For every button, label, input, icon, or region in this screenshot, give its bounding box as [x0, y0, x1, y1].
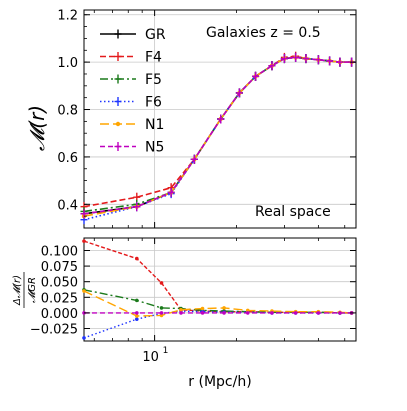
- bottom-y-axis-label: Δ𝓜(r) 𝓜GR: [12, 272, 38, 308]
- bottom-data-point: [338, 311, 342, 315]
- x-axis-label: r (Mpc/h): [188, 374, 251, 390]
- space-annotation: Real space: [255, 204, 331, 220]
- top-ytick-label: 0.4: [57, 198, 78, 213]
- legend: GR F4 F5 F6 N1 N5: [100, 27, 166, 156]
- bottom-data-point: [200, 306, 205, 311]
- bottom-data-point: [135, 314, 139, 318]
- top-series-line-f6: [83, 56, 352, 221]
- bottom-data-point: [135, 311, 139, 315]
- bottom-data-point: [82, 336, 86, 340]
- bottom-data-point: [159, 306, 164, 310]
- xtick-label-exponent: 1: [163, 346, 169, 356]
- bottom-data-point: [82, 289, 86, 293]
- bottom-ytick-label: 0.075: [41, 260, 78, 275]
- top-series-line-gr: [83, 56, 352, 215]
- bottom-data-point: [82, 239, 86, 243]
- bottom-data-point: [135, 298, 139, 303]
- bottom-data-point: [159, 281, 164, 285]
- bottom-data-point: [135, 317, 139, 321]
- bottom-data-point: [159, 313, 164, 318]
- top-series-line-f4: [83, 55, 352, 208]
- top-series-line-n1: [83, 56, 352, 217]
- bottom-ytick-label: −0.025: [30, 323, 78, 338]
- bottom-series-line-f4: [83, 240, 352, 314]
- bottom-ytick-label: 0.100: [41, 244, 78, 259]
- legend-label-f5: F5: [145, 72, 162, 88]
- bottom-ytick-label: 0.050: [41, 276, 78, 291]
- bottom-data-point: [135, 256, 139, 261]
- title-annotation: Galaxies z = 0.5: [206, 25, 321, 41]
- bottom-panel-frame: [83, 237, 357, 342]
- top-panel-frame: [83, 9, 357, 229]
- bottom-data-point: [200, 311, 205, 315]
- top-series-group: [80, 51, 356, 225]
- bottom-data-point: [179, 307, 183, 312]
- top-series-line-f5: [83, 56, 352, 213]
- axis-ticks-group: 0.4 0.6 0.8 1.0 1.2 −0.0250.0000.0250.0500.07…: [30, 9, 356, 365]
- bottom-y-label-denominator: 𝓜GR: [27, 277, 38, 303]
- bottom-series-line-n1: [83, 290, 352, 317]
- legend-label-n5: N5: [145, 140, 164, 156]
- data-point: [115, 121, 121, 127]
- bottom-data-point: [245, 308, 250, 313]
- bottom-data-point: [270, 311, 274, 315]
- bottom-series-group: [82, 239, 354, 340]
- bottom-ytick-label: 0.000: [41, 307, 78, 322]
- bottom-data-point: [222, 306, 226, 310]
- bottom-series-line-f6: [83, 310, 352, 339]
- legend-label-gr: GR: [145, 27, 166, 43]
- top-series-line-n5: [83, 56, 352, 215]
- bottom-data-point: [159, 311, 164, 315]
- xtick-label-10: 10: [142, 350, 159, 365]
- legend-label-n1: N1: [145, 117, 164, 133]
- bottom-data-point: [316, 311, 321, 315]
- top-ytick-label: 0.6: [57, 151, 78, 166]
- top-ytick-label: 1.0: [57, 56, 78, 71]
- top-ytick-label: 0.8: [57, 104, 78, 119]
- bottom-y-label-numerator: Δ𝓜(r): [12, 275, 23, 306]
- bottom-data-point: [179, 311, 183, 315]
- bottom-data-point: [293, 311, 298, 315]
- top-y-axis-label: 𝓜(r): [25, 105, 49, 151]
- bottom-data-point: [222, 311, 226, 315]
- legend-label-f4: F4: [145, 50, 162, 66]
- bottom-series-line-f5: [83, 289, 352, 314]
- top-ytick-label: 1.2: [57, 9, 78, 24]
- bottom-data-point: [245, 311, 250, 315]
- bottom-ytick-label: 0.025: [41, 291, 78, 306]
- legend-label-f6: F6: [145, 95, 162, 111]
- bottom-gridlines: [84, 238, 356, 341]
